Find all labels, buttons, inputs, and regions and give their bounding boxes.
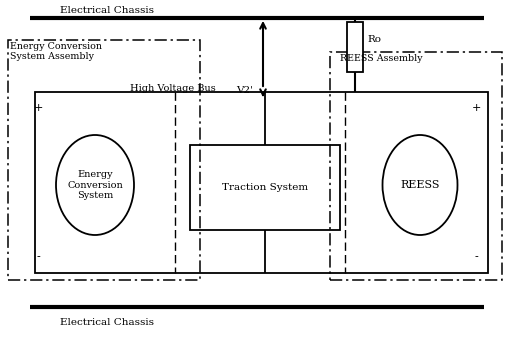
Text: REESS: REESS: [400, 180, 440, 190]
Text: High Voltage Bus: High Voltage Bus: [130, 84, 216, 93]
Bar: [8, 40, 200, 280]
Bar: [330, 52, 502, 280]
Bar: [35, 92, 488, 273]
Text: V2': V2': [236, 86, 253, 95]
Text: +: +: [471, 103, 481, 113]
Text: Traction System: Traction System: [222, 183, 308, 192]
Text: Electrical Chassis: Electrical Chassis: [60, 318, 154, 327]
Text: -: -: [474, 252, 478, 262]
Text: Ro: Ro: [367, 35, 381, 44]
Text: -: -: [36, 252, 40, 262]
Text: Energy Conversion
System Assembly: Energy Conversion System Assembly: [10, 42, 102, 61]
Ellipse shape: [382, 135, 457, 235]
Text: REESS Assembly: REESS Assembly: [340, 54, 423, 63]
Text: Energy
Conversion
System: Energy Conversion System: [67, 170, 123, 200]
Text: Electrical Chassis: Electrical Chassis: [60, 6, 154, 15]
Text: +: +: [33, 103, 43, 113]
Bar: [347, 22, 363, 72]
Ellipse shape: [56, 135, 134, 235]
Bar: [190, 145, 340, 230]
